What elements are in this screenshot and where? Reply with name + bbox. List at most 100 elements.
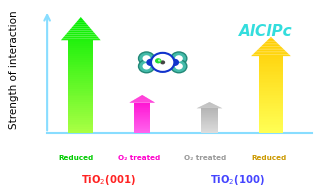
Polygon shape — [202, 132, 218, 133]
Polygon shape — [134, 114, 150, 115]
Polygon shape — [68, 67, 93, 69]
Polygon shape — [134, 128, 150, 129]
Polygon shape — [68, 106, 93, 108]
Polygon shape — [259, 127, 283, 129]
Polygon shape — [259, 75, 283, 77]
Polygon shape — [259, 91, 283, 93]
Polygon shape — [253, 53, 289, 54]
Polygon shape — [134, 117, 150, 118]
Polygon shape — [68, 62, 93, 64]
Polygon shape — [259, 77, 283, 79]
Polygon shape — [68, 40, 93, 42]
Polygon shape — [68, 127, 93, 129]
Polygon shape — [68, 120, 93, 122]
Ellipse shape — [170, 59, 179, 66]
Polygon shape — [259, 132, 283, 133]
Polygon shape — [68, 79, 93, 81]
Polygon shape — [264, 42, 278, 43]
Polygon shape — [259, 106, 283, 108]
Polygon shape — [63, 36, 99, 38]
Polygon shape — [259, 69, 283, 71]
Polygon shape — [259, 119, 283, 120]
Polygon shape — [134, 124, 150, 125]
Polygon shape — [68, 77, 93, 79]
Ellipse shape — [158, 55, 167, 63]
Polygon shape — [259, 59, 283, 61]
Ellipse shape — [175, 63, 183, 70]
Polygon shape — [259, 82, 283, 84]
Polygon shape — [68, 56, 93, 58]
Polygon shape — [259, 88, 283, 90]
Polygon shape — [134, 119, 150, 120]
Polygon shape — [198, 107, 221, 108]
Polygon shape — [202, 114, 218, 115]
Ellipse shape — [142, 63, 150, 70]
Polygon shape — [134, 132, 150, 133]
Polygon shape — [68, 73, 93, 75]
Polygon shape — [68, 75, 93, 77]
Polygon shape — [204, 104, 215, 105]
Polygon shape — [269, 37, 273, 39]
Polygon shape — [68, 102, 93, 104]
Polygon shape — [68, 131, 93, 133]
Polygon shape — [202, 117, 218, 118]
Polygon shape — [259, 99, 283, 101]
Polygon shape — [268, 39, 274, 40]
Polygon shape — [68, 94, 93, 96]
Polygon shape — [259, 104, 283, 106]
Polygon shape — [68, 71, 93, 73]
Polygon shape — [68, 129, 93, 131]
Polygon shape — [129, 102, 155, 103]
Polygon shape — [134, 125, 150, 126]
Polygon shape — [68, 60, 93, 62]
Ellipse shape — [158, 62, 167, 69]
Polygon shape — [259, 46, 282, 48]
Polygon shape — [259, 101, 283, 103]
Polygon shape — [134, 118, 150, 119]
Polygon shape — [259, 56, 283, 58]
Polygon shape — [68, 87, 93, 89]
Polygon shape — [202, 110, 218, 111]
Polygon shape — [259, 114, 283, 115]
Polygon shape — [134, 131, 150, 132]
Ellipse shape — [171, 52, 187, 65]
Polygon shape — [68, 65, 93, 67]
Polygon shape — [202, 130, 218, 131]
Polygon shape — [259, 64, 283, 66]
Polygon shape — [68, 114, 93, 116]
Polygon shape — [134, 116, 150, 117]
Polygon shape — [136, 98, 149, 99]
Ellipse shape — [158, 60, 161, 62]
Polygon shape — [202, 109, 218, 110]
Polygon shape — [259, 93, 283, 95]
Polygon shape — [202, 128, 218, 129]
Polygon shape — [134, 105, 150, 106]
Polygon shape — [134, 107, 150, 108]
Polygon shape — [134, 120, 150, 121]
Polygon shape — [68, 91, 93, 93]
Polygon shape — [259, 80, 283, 82]
Polygon shape — [259, 122, 283, 124]
Polygon shape — [134, 122, 150, 123]
Polygon shape — [61, 38, 101, 40]
Polygon shape — [134, 121, 150, 122]
Polygon shape — [259, 124, 283, 125]
Polygon shape — [68, 42, 93, 44]
Polygon shape — [68, 93, 93, 94]
Polygon shape — [139, 96, 145, 97]
Polygon shape — [259, 58, 283, 59]
Polygon shape — [202, 127, 218, 128]
Polygon shape — [68, 96, 93, 98]
Polygon shape — [134, 112, 150, 113]
Polygon shape — [258, 48, 284, 50]
Polygon shape — [134, 115, 150, 116]
Polygon shape — [133, 100, 152, 101]
Ellipse shape — [146, 59, 155, 66]
Polygon shape — [68, 85, 93, 87]
Polygon shape — [67, 31, 94, 33]
Polygon shape — [202, 122, 218, 123]
Polygon shape — [78, 19, 84, 21]
Polygon shape — [259, 72, 283, 74]
Polygon shape — [259, 130, 283, 132]
Polygon shape — [259, 66, 283, 67]
